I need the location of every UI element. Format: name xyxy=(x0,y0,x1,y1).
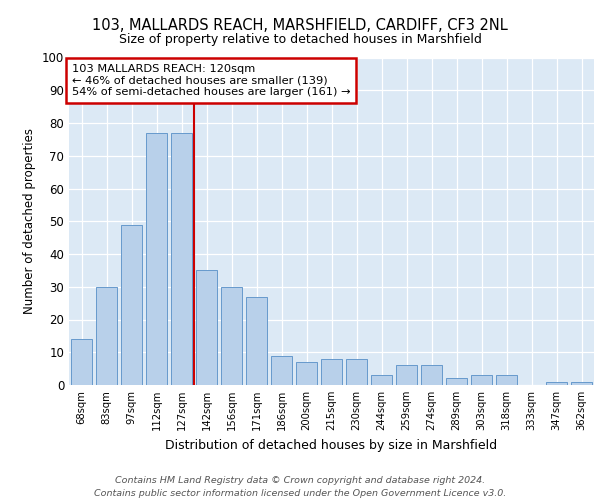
Bar xyxy=(371,375,392,385)
Bar xyxy=(396,366,417,385)
Text: Contains HM Land Registry data © Crown copyright and database right 2024.
Contai: Contains HM Land Registry data © Crown c… xyxy=(94,476,506,498)
Bar xyxy=(71,339,92,385)
Bar xyxy=(421,366,442,385)
Text: Size of property relative to detached houses in Marshfield: Size of property relative to detached ho… xyxy=(119,32,481,46)
Bar xyxy=(546,382,567,385)
Bar xyxy=(571,382,592,385)
Bar xyxy=(121,224,142,385)
Bar xyxy=(221,287,242,385)
Bar xyxy=(446,378,467,385)
Bar xyxy=(321,359,342,385)
Bar xyxy=(146,133,167,385)
Bar xyxy=(296,362,317,385)
X-axis label: Distribution of detached houses by size in Marshfield: Distribution of detached houses by size … xyxy=(166,438,497,452)
Bar xyxy=(346,359,367,385)
Bar xyxy=(246,296,267,385)
Bar xyxy=(171,133,192,385)
Bar xyxy=(271,356,292,385)
Bar xyxy=(471,375,492,385)
Bar xyxy=(496,375,517,385)
Bar xyxy=(196,270,217,385)
Y-axis label: Number of detached properties: Number of detached properties xyxy=(23,128,37,314)
Text: 103, MALLARDS REACH, MARSHFIELD, CARDIFF, CF3 2NL: 103, MALLARDS REACH, MARSHFIELD, CARDIFF… xyxy=(92,18,508,32)
Bar xyxy=(96,287,117,385)
Text: 103 MALLARDS REACH: 120sqm
← 46% of detached houses are smaller (139)
54% of sem: 103 MALLARDS REACH: 120sqm ← 46% of deta… xyxy=(71,64,350,97)
